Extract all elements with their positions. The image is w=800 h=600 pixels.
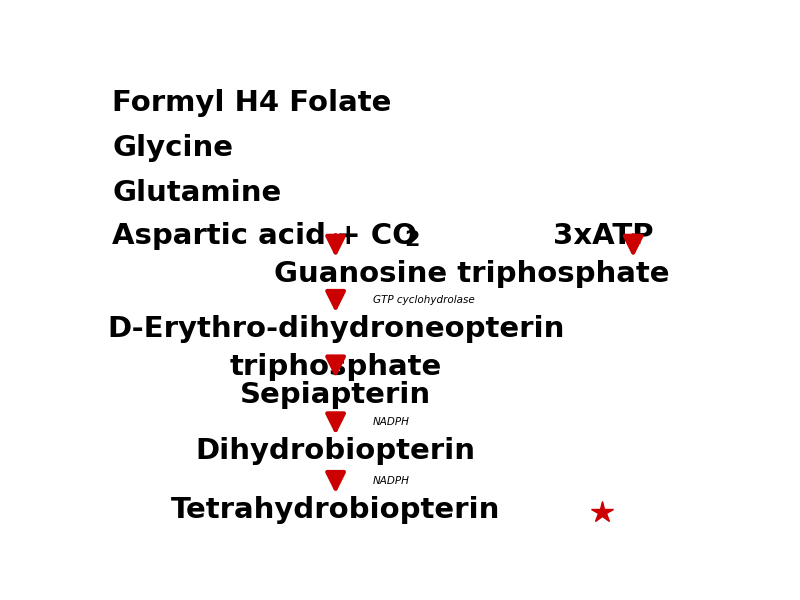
Text: Formyl H4 Folate: Formyl H4 Folate: [112, 89, 392, 117]
Text: Dihydrobiopterin: Dihydrobiopterin: [196, 437, 475, 466]
Text: NADPH: NADPH: [373, 417, 410, 427]
Text: GTP cyclohydrolase: GTP cyclohydrolase: [373, 295, 474, 305]
Text: Glycine: Glycine: [112, 134, 234, 162]
Text: Guanosine triphosphate: Guanosine triphosphate: [274, 260, 670, 288]
Text: Aspartic acid + CO: Aspartic acid + CO: [112, 222, 418, 250]
Text: Sepiapterin: Sepiapterin: [240, 380, 431, 409]
Text: Glutamine: Glutamine: [112, 179, 282, 207]
Text: triphosphate: triphosphate: [230, 353, 442, 381]
Text: NADPH: NADPH: [373, 476, 410, 485]
Text: 2: 2: [404, 230, 419, 250]
Text: 3xATP: 3xATP: [553, 222, 654, 250]
Text: Tetrahydrobiopterin: Tetrahydrobiopterin: [171, 496, 500, 524]
Text: D-Erythro-dihydroneopterin: D-Erythro-dihydroneopterin: [107, 315, 564, 343]
